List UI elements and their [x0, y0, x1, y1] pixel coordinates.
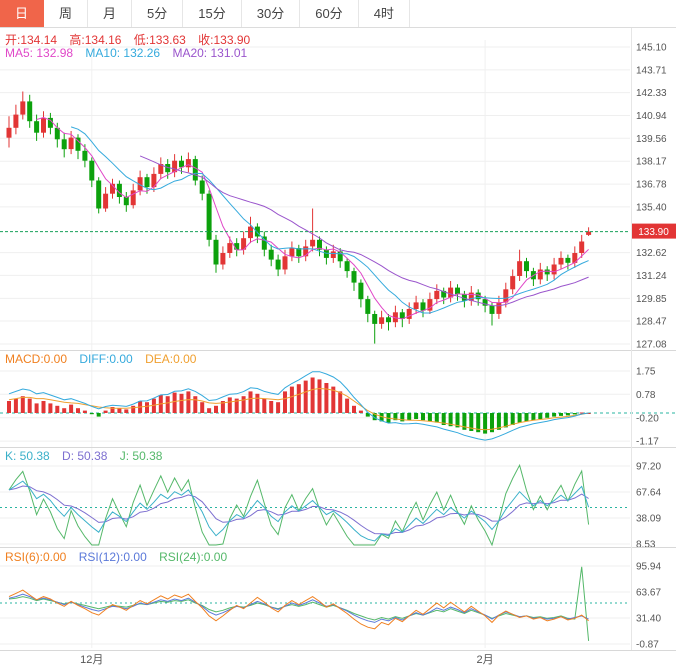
- macd-lines: [8, 371, 589, 441]
- last-price-badge: 133.90: [631, 223, 676, 239]
- svg-text:136.78: 136.78: [636, 180, 667, 191]
- svg-text:95.94: 95.94: [636, 562, 661, 573]
- rsi-lines: [8, 566, 590, 641]
- rsi-grid: 95.94 63.67 31.40 -0.87: [0, 562, 661, 651]
- svg-text:-1.17: -1.17: [636, 437, 659, 448]
- svg-text:143.71: 143.71: [636, 65, 667, 76]
- kdj-lines: [8, 463, 590, 547]
- main-grid: 145.10 143.71 142.33 140.94 139.56 138.17 136.…: [0, 43, 667, 350]
- timeframe-tab-4[interactable]: 15分: [183, 0, 242, 27]
- svg-text:140.94: 140.94: [636, 111, 667, 122]
- svg-text:67.64: 67.64: [636, 488, 661, 499]
- svg-text:128.47: 128.47: [636, 317, 667, 328]
- timeframe-tab-1[interactable]: 周: [44, 0, 89, 27]
- svg-text:145.10: 145.10: [636, 43, 667, 54]
- timeframe-tab-5[interactable]: 30分: [241, 0, 301, 27]
- svg-text:127.08: 127.08: [636, 339, 667, 350]
- svg-text:1.75: 1.75: [636, 367, 656, 378]
- timeframe-tab-0[interactable]: 日: [0, 0, 45, 27]
- svg-text:63.67: 63.67: [636, 588, 661, 599]
- svg-text:-0.87: -0.87: [636, 640, 659, 651]
- panel-separators: [0, 28, 676, 651]
- svg-text:38.09: 38.09: [636, 513, 661, 524]
- svg-text:142.33: 142.33: [636, 88, 667, 99]
- timeframe-tab-6[interactable]: 60分: [300, 0, 359, 27]
- svg-text:8.53: 8.53: [636, 540, 656, 551]
- svg-text:129.85: 129.85: [636, 294, 667, 305]
- timeframe-tab-2[interactable]: 月: [88, 0, 133, 27]
- timeframe-tabbar: 日周月 5分 15分 30分 60分 4时: [0, 0, 676, 28]
- kdj-grid: 97.20 67.64 38.09 8.53: [0, 462, 661, 551]
- svg-text:138.17: 138.17: [636, 157, 667, 168]
- svg-text:12月: 12月: [80, 654, 103, 666]
- svg-text:31.40: 31.40: [636, 614, 661, 625]
- timeframe-tab-7[interactable]: 4时: [358, 0, 410, 27]
- ma-lines: [36, 116, 589, 320]
- svg-text:0.78: 0.78: [636, 390, 656, 401]
- svg-text:131.24: 131.24: [636, 271, 667, 282]
- svg-text:2月: 2月: [477, 654, 494, 666]
- svg-text:139.56: 139.56: [636, 134, 667, 145]
- svg-text:132.62: 132.62: [636, 248, 667, 259]
- macd-histogram: [7, 377, 591, 434]
- svg-text:133.90: 133.90: [638, 227, 669, 238]
- time-axis: 12月 2月: [80, 654, 493, 666]
- svg-text:135.40: 135.40: [636, 202, 667, 213]
- svg-text:97.20: 97.20: [636, 462, 661, 473]
- candlestick-series: [6, 91, 592, 344]
- timeframe-tab-3[interactable]: 5分: [132, 0, 184, 27]
- svg-text:-0.20: -0.20: [636, 413, 659, 424]
